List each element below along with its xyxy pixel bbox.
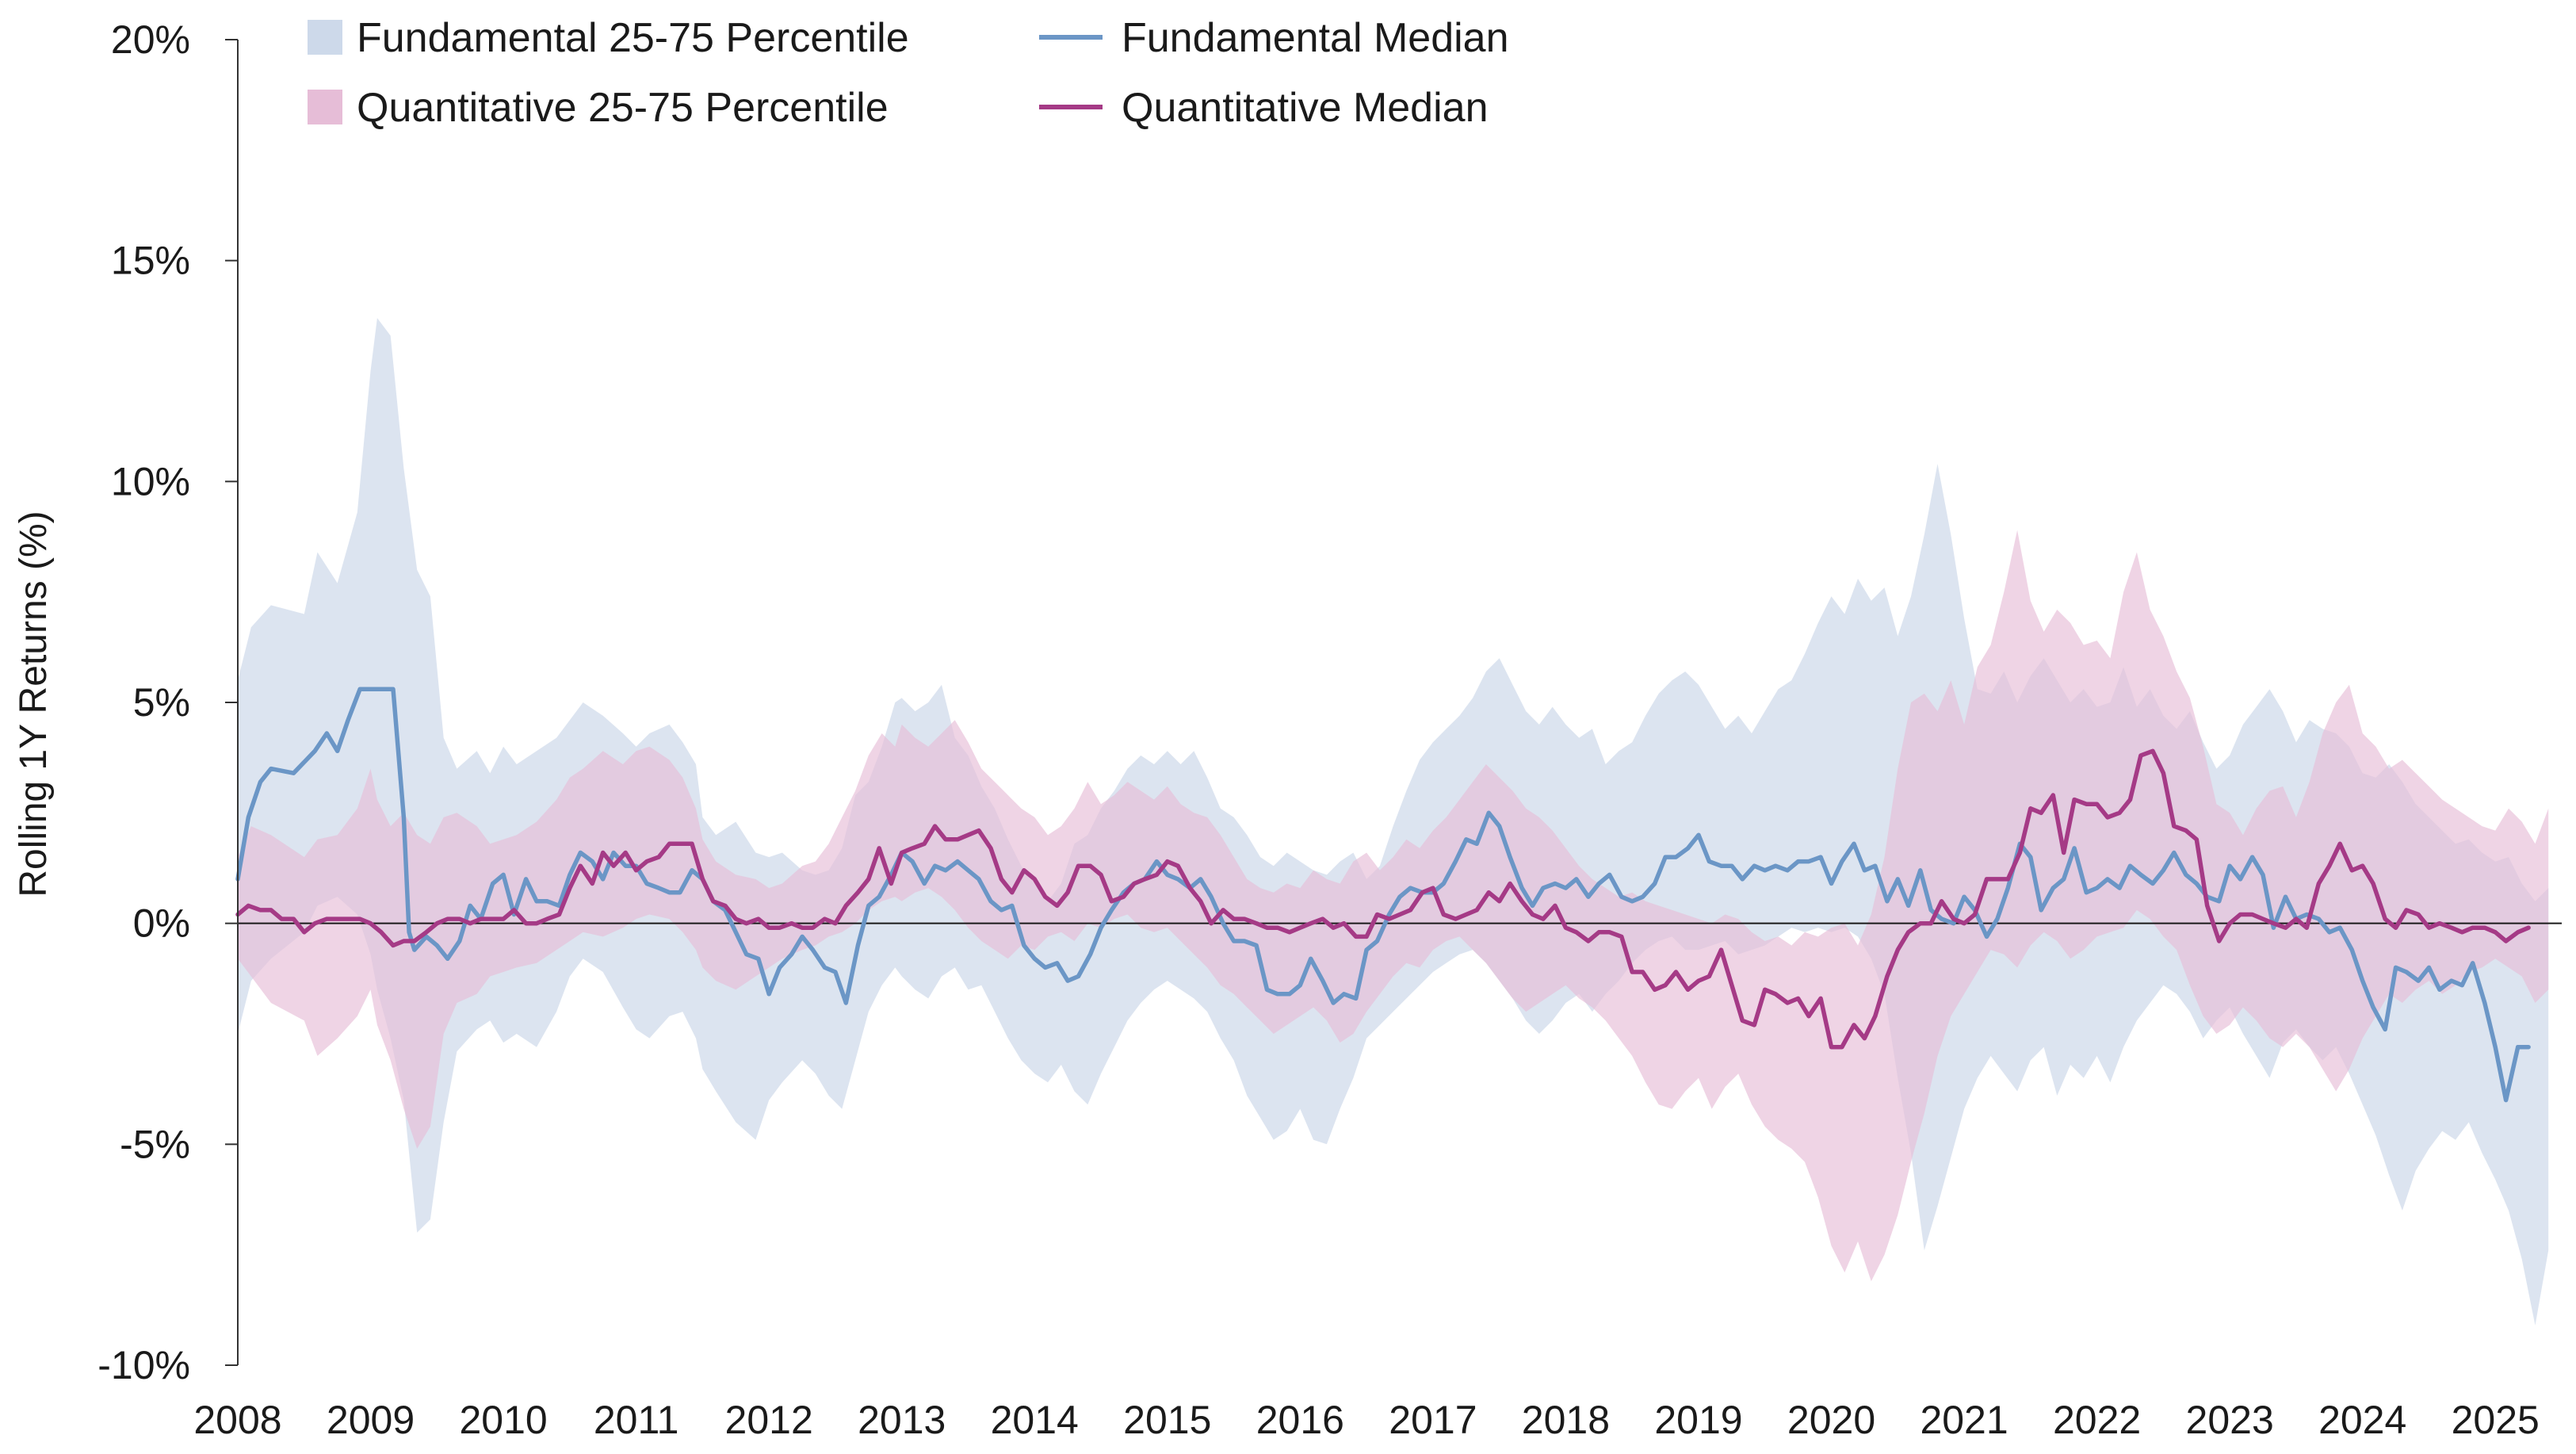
x-tick-label: 2018 <box>1522 1398 1610 1442</box>
legend-item-fundamental-median: Fundamental Median <box>1039 15 1509 61</box>
legend-label: Quantitative Median <box>1122 85 1489 131</box>
x-tick-label: 2014 <box>991 1398 1079 1442</box>
x-tick-label: 2015 <box>1123 1398 1211 1442</box>
fundamental-band <box>238 318 2549 1326</box>
x-tick-label: 2012 <box>725 1398 813 1442</box>
legend-item-quantitative-25-75-percentile: Quantitative 25-75 Percentile <box>308 85 889 131</box>
legend: Fundamental 25-75 Percentile Fundamental … <box>308 15 1509 131</box>
fundamental-median-line <box>235 687 2531 1103</box>
y-tick-label: 10% <box>111 459 190 503</box>
x-tick-label: 2011 <box>594 1398 679 1442</box>
legend-swatch <box>308 20 342 55</box>
legend-item-fundamental-25-75-percentile: Fundamental 25-75 Percentile <box>308 15 909 61</box>
y-tick-label: -10% <box>97 1343 190 1387</box>
x-tick-label: 2021 <box>1920 1398 2008 1442</box>
x-tick-label: 2022 <box>2053 1398 2141 1442</box>
quantitative-median-line <box>235 748 2531 1050</box>
x-tick-label: 2020 <box>1787 1398 1875 1442</box>
y-tick-label: 15% <box>111 239 190 283</box>
legend-label: Quantitative 25-75 Percentile <box>357 85 889 131</box>
legend-swatch <box>308 90 342 124</box>
x-tick-label: 2010 <box>459 1398 547 1442</box>
percentile-bands <box>238 318 2549 1326</box>
y-tick-label: 0% <box>133 901 190 946</box>
median-lines <box>235 687 2531 1103</box>
x-tick-label: 2013 <box>858 1398 946 1442</box>
y-tick-label: 20% <box>111 17 190 62</box>
x-tick-label: 2019 <box>1654 1398 1742 1442</box>
legend-label: Fundamental Median <box>1122 15 1509 61</box>
y-tick-label: -5% <box>120 1122 190 1166</box>
y-axis-title: Rolling 1Y Returns (%) <box>13 511 55 897</box>
x-tick-label: 2008 <box>193 1398 281 1442</box>
x-tick-label: 2025 <box>2452 1398 2540 1442</box>
legend-label: Fundamental 25-75 Percentile <box>357 15 909 61</box>
x-tick-label: 2016 <box>1256 1398 1344 1442</box>
axes: 20% 15% 10% 5% 0% -5% -10%2008 2009 2010 2011 2012… <box>97 17 2540 1442</box>
legend-item-quantitative-median: Quantitative Median <box>1039 85 1489 131</box>
y-tick-label: 5% <box>133 680 190 725</box>
x-tick-label: 2024 <box>2318 1398 2406 1442</box>
x-tick-label: 2023 <box>2186 1398 2274 1442</box>
x-tick-label: 2017 <box>1389 1398 1477 1442</box>
x-tick-label: 2009 <box>327 1398 415 1442</box>
